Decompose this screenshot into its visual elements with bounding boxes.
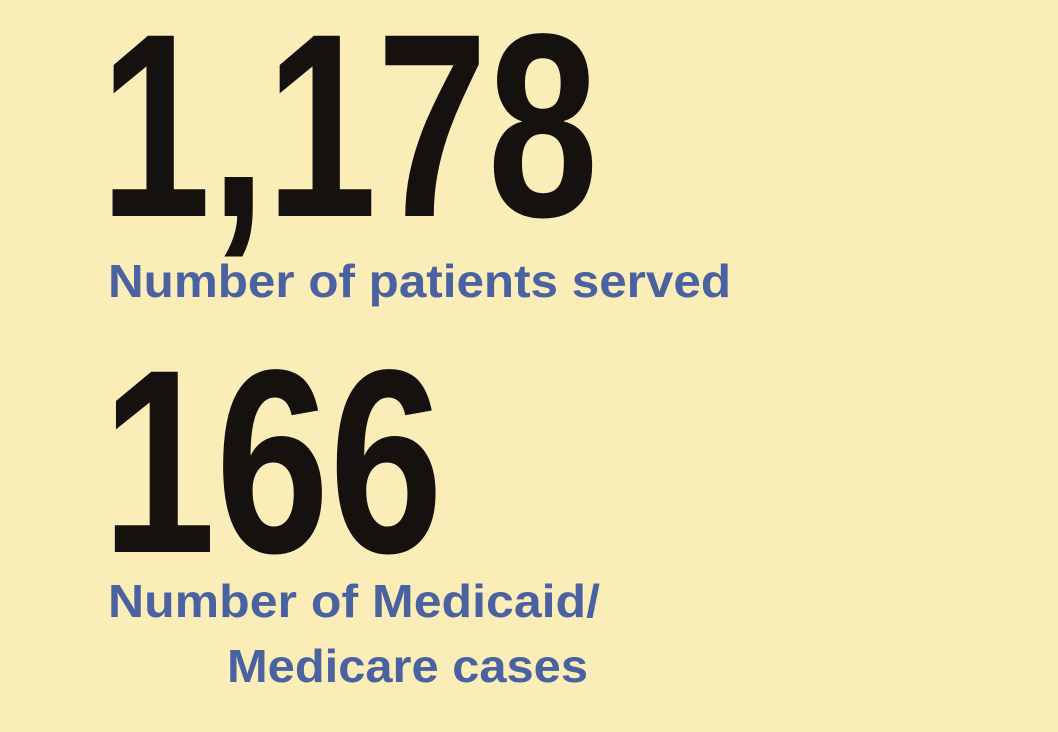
stat-label: Number of Medicaid/ (108, 575, 600, 627)
stat-number: 1,178 (100, 0, 598, 272)
stat-label: Number of patients served (108, 255, 731, 307)
stat-number: 166 (102, 314, 443, 607)
stat-label: Medicare cases (227, 640, 588, 692)
